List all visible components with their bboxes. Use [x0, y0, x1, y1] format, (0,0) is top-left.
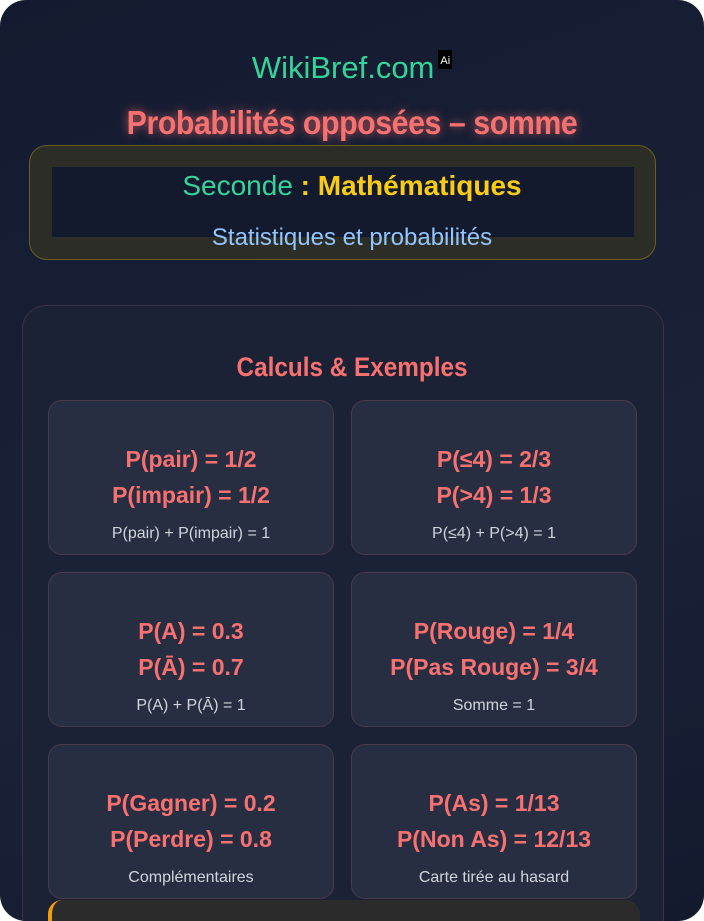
card-line: P(Rouge) = 1/4	[413, 618, 575, 644]
page-title: Probabilités opposées – somme	[126, 104, 578, 141]
card-note: Somme = 1	[452, 697, 536, 714]
card-line: P(Ā) = 0.7	[138, 654, 244, 680]
card-line: P(Perdre) = 0.8	[110, 826, 272, 852]
card-line: P(impair) = 1/2	[112, 482, 270, 508]
card-line: P(>4) = 1/3	[436, 482, 552, 508]
level-subject: Seconde : Mathématiques	[0, 170, 704, 202]
example-card: P(pair) = 1/2 P(impair) = 1/2 P(pair) + …	[48, 400, 334, 555]
card-note: P(pair) + P(impair) = 1	[111, 525, 271, 542]
example-card: P(Rouge) = 1/4 P(Pas Rouge) = 3/4 Somme …	[351, 572, 637, 727]
level-label: Seconde	[182, 170, 293, 201]
card-note: P(≤4) + P(>4) = 1	[432, 525, 556, 542]
card-note: Carte tirée au hasard	[418, 869, 570, 886]
card-note: P(A) + P(Ā) = 1	[136, 697, 246, 714]
card-line: P(As) = 1/13	[428, 790, 560, 816]
subtitle-box	[29, 145, 656, 260]
card-line: P(≤4) = 2/3	[436, 446, 552, 472]
card-line: P(A) = 0.3	[138, 618, 244, 644]
ai-badge: Ai	[438, 50, 453, 69]
card-line: P(pair) = 1/2	[125, 446, 257, 472]
example-card: P(Gagner) = 0.2 P(Perdre) = 0.8 Compléme…	[48, 744, 334, 899]
example-card: P(≤4) = 2/3 P(>4) = 1/3 P(≤4) + P(>4) = …	[351, 400, 637, 555]
chapter-label: Statistiques et probabilités	[211, 224, 493, 251]
separator: :	[292, 170, 318, 201]
card-line: P(Pas Rouge) = 3/4	[390, 654, 598, 680]
card-line: P(Non As) = 12/13	[396, 826, 592, 852]
example-card: P(A) = 0.3 P(Ā) = 0.7 P(A) + P(Ā) = 1	[48, 572, 334, 727]
next-block	[48, 900, 640, 921]
brand-name[interactable]: WikiBref.com	[251, 50, 435, 85]
card-note: Complémentaires	[128, 869, 254, 886]
brand-header: WikiBref.com Ai	[0, 50, 704, 86]
subject-label: Mathématiques	[317, 170, 522, 201]
example-card: P(As) = 1/13 P(Non As) = 12/13 Carte tir…	[351, 744, 637, 899]
card-line: P(Gagner) = 0.2	[106, 790, 276, 816]
section-title: Calculs & Exemples	[236, 352, 468, 382]
